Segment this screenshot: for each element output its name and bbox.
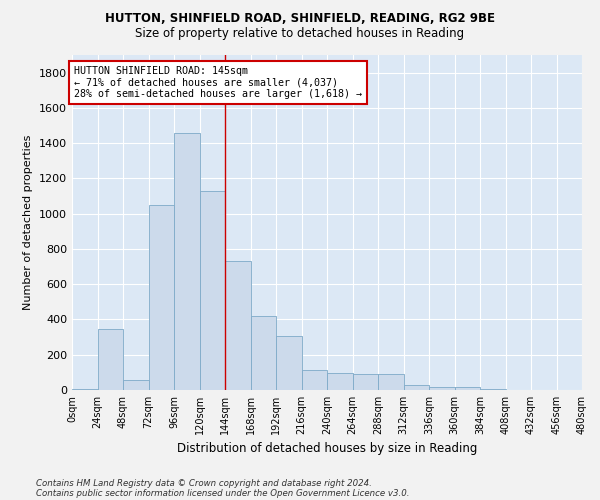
Text: HUTTON SHINFIELD ROAD: 145sqm
← 71% of detached houses are smaller (4,037)
28% o: HUTTON SHINFIELD ROAD: 145sqm ← 71% of d… [74, 66, 362, 99]
Bar [199, 191, 225, 390]
Bar [123, 380, 149, 390]
Bar [378, 374, 404, 390]
Bar [225, 262, 251, 390]
Bar [174, 132, 199, 390]
Y-axis label: Number of detached properties: Number of detached properties [23, 135, 34, 310]
Bar [404, 384, 429, 390]
Bar [302, 370, 327, 390]
Bar [353, 374, 378, 390]
Bar [276, 336, 302, 390]
Bar [327, 373, 353, 390]
Bar [97, 329, 123, 390]
Text: Contains public sector information licensed under the Open Government Licence v3: Contains public sector information licen… [36, 488, 409, 498]
X-axis label: Distribution of detached houses by size in Reading: Distribution of detached houses by size … [177, 442, 477, 456]
Bar [72, 389, 97, 390]
Bar [455, 388, 480, 390]
Bar [251, 316, 276, 390]
Text: Contains HM Land Registry data © Crown copyright and database right 2024.: Contains HM Land Registry data © Crown c… [36, 478, 372, 488]
Bar [149, 205, 174, 390]
Text: Size of property relative to detached houses in Reading: Size of property relative to detached ho… [136, 28, 464, 40]
Text: HUTTON, SHINFIELD ROAD, SHINFIELD, READING, RG2 9BE: HUTTON, SHINFIELD ROAD, SHINFIELD, READI… [105, 12, 495, 26]
Bar [429, 388, 455, 390]
Bar [480, 388, 505, 390]
